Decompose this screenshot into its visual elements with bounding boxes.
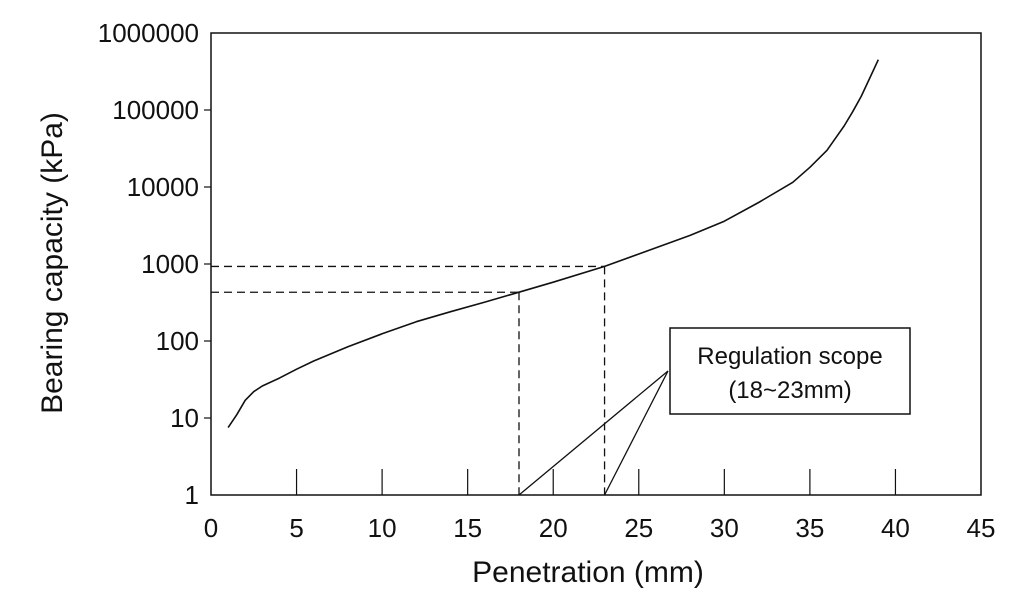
x-tick-label: 35 [795, 513, 824, 543]
bearing-capacity-curve [227, 59, 880, 429]
annotation-pointer [518, 370, 669, 496]
x-tick-label: 10 [368, 513, 397, 543]
x-tick-label: 40 [881, 513, 910, 543]
x-tick-label: 5 [289, 513, 303, 543]
x-tick-label: 15 [453, 513, 482, 543]
annotation-pointer [603, 370, 669, 496]
y-tick-label: 1000 [141, 249, 199, 279]
annotation-text-line1: Regulation scope [697, 343, 882, 370]
x-tick-label: 25 [624, 513, 653, 543]
x-axis-title: Penetration (mm) [472, 556, 704, 589]
ticks: 0 5 10 15 20 25 30 35 40 45 1 10 100 1000 10000 100000 1… [98, 18, 996, 543]
reference-lines [211, 265, 606, 495]
annotation-text-line2: (18~23mm) [728, 377, 851, 404]
y-tick-label: 100000 [112, 95, 199, 125]
y-tick-label: 100 [156, 326, 199, 356]
x-tick-label: 45 [967, 513, 996, 543]
y-axis-title: Bearing capacity (kPa) [36, 112, 69, 414]
y-tick-label: 10000 [127, 172, 199, 202]
series-layer [227, 59, 880, 429]
y-tick-label: 1000000 [98, 18, 199, 48]
y-tick-label: 1 [185, 480, 199, 510]
x-tick-label: 0 [204, 513, 218, 543]
y-tick-label: 10 [170, 403, 199, 433]
annotation: Regulation scope (18~23mm) [518, 327, 911, 496]
x-tick-label: 20 [539, 513, 568, 543]
annotation-box [669, 327, 911, 415]
x-tick-label: 30 [710, 513, 739, 543]
